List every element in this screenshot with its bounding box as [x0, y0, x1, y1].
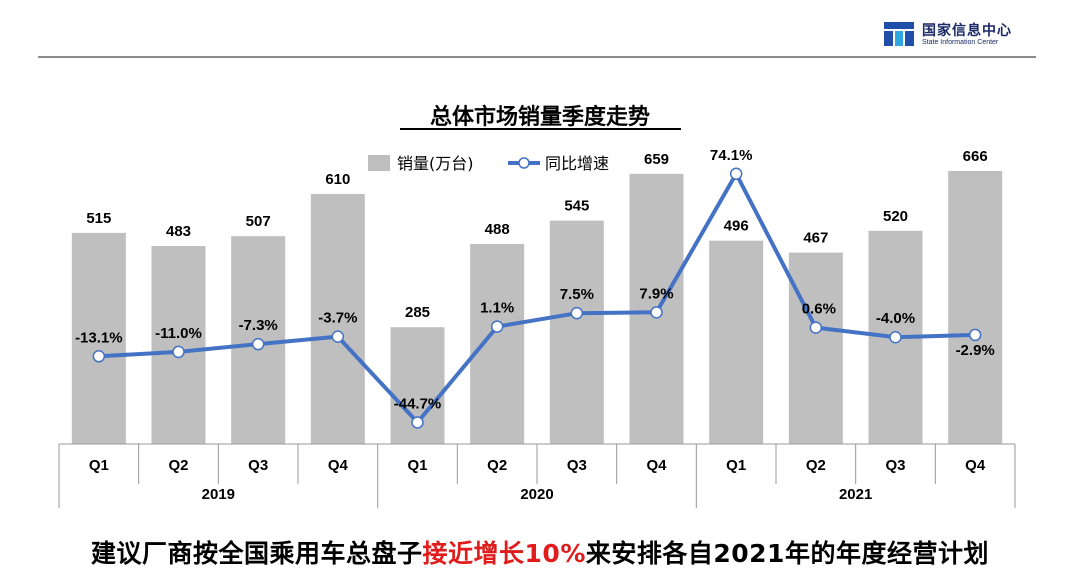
footer-note-end: 来安排各自2021年的年度经营计划	[585, 539, 989, 568]
category-tick-label: Q2	[487, 457, 507, 474]
quarterly-sales-chart: 总体市场销量季度走势 销量(万台) 同比增速 515 483 507 610 285 48…	[58, 104, 1016, 508]
year-group-label: 2021	[839, 486, 872, 503]
bar-data-label: 666	[963, 148, 988, 165]
bar-data-label: 488	[485, 221, 510, 238]
line-data-label: 7.5%	[560, 286, 594, 303]
org-name-en: State Information Center	[922, 39, 999, 46]
line-point	[729, 167, 743, 181]
year-group-label: 2020	[520, 486, 553, 503]
line-data-label: -4.0%	[876, 310, 915, 327]
chart-title: 总体市场销量季度走势	[430, 104, 650, 130]
line-point	[490, 320, 504, 333]
category-tick-label: Q2	[168, 457, 188, 474]
bar	[151, 246, 206, 444]
line-data-label: 0.6%	[802, 301, 836, 318]
line-point	[172, 345, 185, 359]
legend-line-marker	[518, 157, 530, 169]
line-data-label: 74.1%	[710, 147, 753, 164]
line-point	[968, 328, 982, 342]
line-point	[331, 330, 345, 343]
bar	[709, 240, 764, 444]
category-tick-label: Q4	[965, 457, 986, 474]
bar	[549, 220, 604, 444]
category-axis: Q1 Q2 Q3 Q4 Q1 Q2 Q3 Q4 Q1 Q2 Q3 Q4 2019 2020 2021	[58, 443, 1016, 508]
legend-line-label: 同比增速	[545, 154, 609, 173]
line-data-label: 7.9%	[639, 285, 673, 302]
line-data-label: -13.1%	[75, 329, 123, 346]
legend-bar-label: 销量(万台)	[397, 154, 474, 173]
bar-data-label: 515	[86, 210, 111, 227]
bar-data-label: 483	[166, 223, 191, 240]
line-point	[889, 330, 902, 344]
line-data-label: 1.1%	[480, 300, 514, 317]
category-tick-label: Q1	[407, 457, 427, 474]
category-tick-label: Q4	[646, 457, 667, 474]
footer-note-start: 建议厂商按全国乘用车总盘子	[91, 539, 423, 568]
bar-data-label: 496	[724, 218, 749, 235]
line-data-label: -3.7%	[318, 310, 357, 327]
line-point	[650, 306, 663, 319]
footer-note: 建议厂商按全国乘用车总盘子接近增长10%来安排各自2021年的年度经营计划	[0, 534, 1080, 570]
bar-data-labels: 515 483 507 610 285 488 545 659 496 467 520 666	[86, 148, 987, 321]
bar-data-label: 520	[883, 208, 908, 225]
line-point	[809, 321, 823, 334]
bar	[948, 171, 1003, 444]
bar-data-label: 467	[803, 230, 828, 247]
line-point	[92, 350, 106, 363]
line-data-label: -2.9%	[956, 342, 995, 359]
year-group-label: 2019	[202, 486, 235, 503]
bar	[71, 232, 126, 444]
category-tick-label: Q3	[567, 457, 587, 474]
line-point	[570, 306, 584, 320]
header-divider	[38, 56, 1036, 58]
bar-data-label: 507	[246, 213, 271, 230]
state-info-center-logo: 国家信息中心 State Information Center	[884, 20, 1044, 50]
line-point	[251, 337, 265, 351]
category-tick-label: Q1	[89, 457, 109, 474]
line-data-label: -44.7%	[394, 395, 442, 412]
line-point	[411, 416, 424, 429]
footer-note-highlight: 接近增长10%	[422, 539, 586, 568]
bar-series	[71, 171, 1003, 444]
bar	[310, 193, 365, 444]
category-tick-label: Q3	[885, 457, 905, 474]
category-tick-label: Q3	[248, 457, 268, 474]
growth-data-labels: -13.1% -11.0% -7.3% -3.7% -44.7% 1.1% 7.5% 7.9%…	[75, 147, 995, 413]
bar-data-label: 545	[564, 198, 589, 215]
line-data-label: -7.3%	[239, 317, 278, 334]
org-name-cn: 国家信息中心	[922, 23, 1012, 39]
bar	[470, 243, 525, 444]
bar-data-label: 285	[405, 304, 430, 321]
category-tick-label: Q2	[806, 457, 826, 474]
chart-legend: 销量(万台) 同比增速	[368, 154, 609, 173]
legend-bar-swatch	[368, 155, 390, 171]
category-tick-label: Q4	[328, 457, 349, 474]
category-tick-label: Q1	[726, 457, 746, 474]
bar	[788, 252, 843, 444]
logo-mark-icon	[884, 22, 914, 46]
growth-line	[98, 171, 976, 425]
line-data-label: -11.0%	[155, 325, 202, 342]
bar-data-label: 610	[325, 171, 350, 188]
growth-line-points	[92, 167, 982, 429]
bar-data-label: 659	[644, 151, 669, 168]
